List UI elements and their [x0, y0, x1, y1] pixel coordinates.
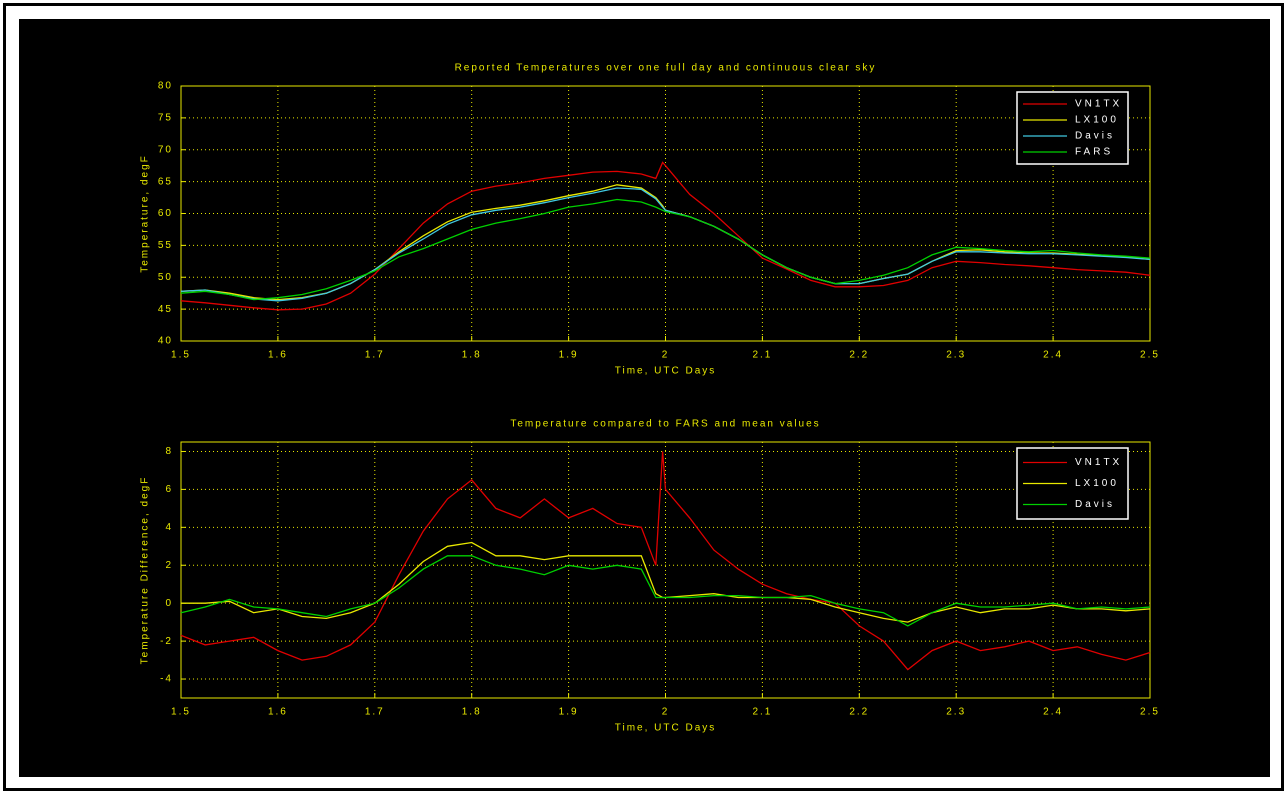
- x-tick-label: 1.8: [462, 707, 482, 718]
- x-tick-label: 1.8: [462, 350, 482, 361]
- y-axis-label: Temperature Difference, degF: [140, 476, 151, 665]
- legend-label: LX100: [1075, 115, 1119, 126]
- y-tick-label: 4: [165, 522, 173, 533]
- x-tick-label: 1.7: [365, 350, 385, 361]
- x-tick-label: 1.9: [559, 707, 579, 718]
- x-tick-label: 2.2: [849, 350, 869, 361]
- legend-label: LX100: [1075, 478, 1119, 489]
- x-tick-label: 1.5: [171, 707, 191, 718]
- x-tick-label: 2.5: [1140, 707, 1160, 718]
- y-tick-label: 55: [158, 240, 173, 251]
- x-tick-label: 2.5: [1140, 350, 1160, 361]
- y-tick-label: 80: [158, 81, 173, 92]
- x-tick-label: 1.7: [365, 707, 385, 718]
- y-tick-label: 45: [158, 304, 173, 315]
- legend-label: FARS: [1075, 147, 1113, 158]
- x-tick-label: 1.5: [171, 350, 191, 361]
- x-tick-label: 2.3: [946, 350, 966, 361]
- series-line: [180, 451, 1151, 671]
- x-tick-label: 2.4: [1043, 350, 1063, 361]
- x-tick-label: 1.6: [268, 707, 288, 718]
- chart-title: Reported Temperatures over one full day …: [455, 63, 877, 74]
- x-tick-label: 1.9: [559, 350, 579, 361]
- y-axis-label: Temperature, degF: [140, 154, 151, 273]
- y-tick-label: 6: [165, 484, 173, 495]
- legend-label: VN1TX: [1075, 457, 1122, 468]
- series-line: [180, 161, 1151, 311]
- y-tick-label: 50: [158, 272, 173, 283]
- y-tick-label: 60: [158, 208, 173, 219]
- y-tick-label: 65: [158, 176, 173, 187]
- x-tick-label: 2.1: [752, 350, 772, 361]
- legend-label: Davis: [1075, 499, 1115, 510]
- legend-label: VN1TX: [1075, 99, 1122, 110]
- x-axis-label: Time, UTC Days: [615, 366, 717, 377]
- x-tick-label: 2.2: [849, 707, 869, 718]
- y-tick-label: 75: [158, 113, 173, 124]
- x-tick-label: 2.3: [946, 707, 966, 718]
- x-tick-label: 2.4: [1043, 707, 1063, 718]
- legend-label: Davis: [1075, 131, 1115, 142]
- series-line: [180, 555, 1151, 627]
- x-tick-label: 2.1: [752, 707, 772, 718]
- y-tick-label: 70: [158, 144, 173, 155]
- y-tick-label: -2: [160, 636, 173, 647]
- y-tick-label: 8: [165, 446, 173, 457]
- x-axis-label: Time, UTC Days: [615, 723, 717, 734]
- y-tick-label: 40: [158, 336, 173, 347]
- x-tick-label: 2: [662, 707, 670, 718]
- y-tick-label: 2: [165, 560, 173, 571]
- x-tick-label: 2: [662, 350, 670, 361]
- chart-title: Temperature compared to FARS and mean va…: [510, 419, 820, 430]
- x-tick-label: 1.6: [268, 350, 288, 361]
- series-line: [180, 198, 1151, 301]
- y-tick-label: -4: [160, 674, 173, 685]
- y-tick-label: 0: [165, 598, 173, 609]
- series-line: [180, 187, 1151, 302]
